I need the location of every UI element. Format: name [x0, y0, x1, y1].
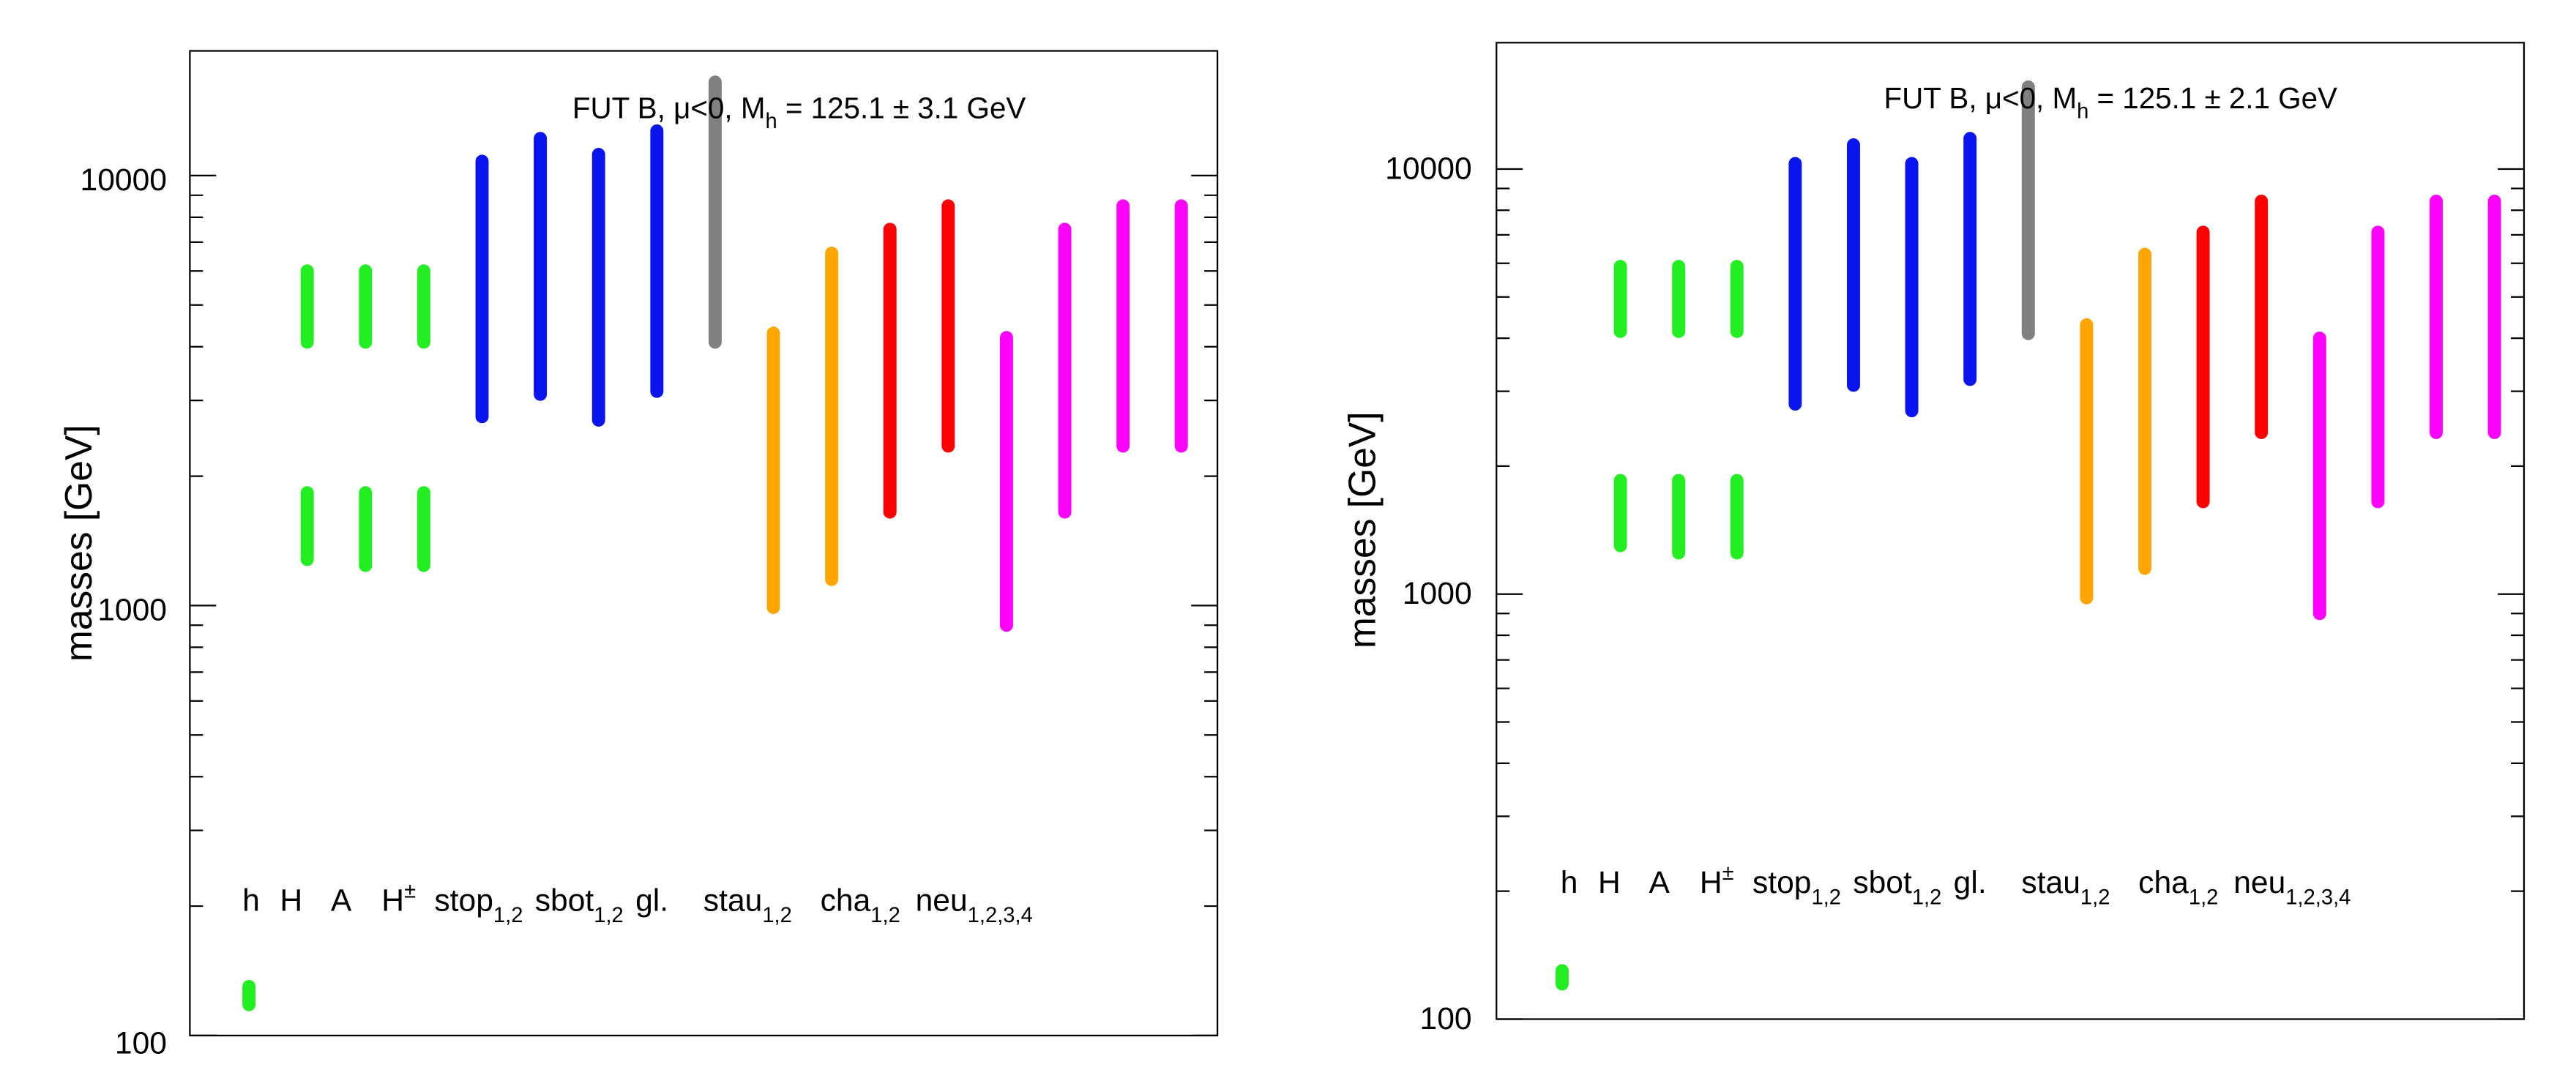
right-label-gl: gl.	[1954, 865, 1987, 900]
left-chart-title: FUT B, μ<0, Mh = 125.1 ± 3.1 GeV	[572, 91, 1026, 132]
left-label-Hpm-sup: ±	[404, 880, 416, 903]
right-label-Hpm: H	[1700, 865, 1722, 900]
left-label-h: h	[242, 883, 260, 918]
left-label-cha-sub: 1,2	[870, 904, 900, 927]
right-label-Hpm-sup: ±	[1722, 861, 1734, 885]
right-label-stop: stop	[1752, 865, 1812, 900]
left-label-stau: stau	[703, 883, 763, 918]
right-label-A: A	[1649, 865, 1670, 900]
left-label-sbot: sbot	[535, 883, 594, 918]
left-label-sbot-sub: 1,2	[594, 904, 624, 927]
right-chart-panel: 100 1000 10000 masses [GeV] FUT B, μ<0, …	[1340, 42, 2525, 1036]
left-title-main: FUT B, μ<0, M	[572, 91, 766, 124]
right-label-sbot-sub: 1,2	[1912, 886, 1942, 910]
right-title-sub: h	[2077, 100, 2088, 123]
left-chart-panel: 100 1000 10000 masses [GeV] FUT B, μ<0, …	[57, 50, 1219, 1061]
right-ytick-label-100: 100	[1420, 1001, 1472, 1036]
left-label-stau-sub: 1,2	[762, 904, 792, 927]
left-label-gl: gl.	[635, 883, 668, 918]
right-label-cha-sub: 1,2	[2189, 886, 2219, 910]
right-ytick-label-1000: 1000	[1403, 576, 1472, 611]
right-label-stau-sub: 1,2	[2080, 886, 2110, 910]
right-title-main: FUT B, μ<0, M	[1884, 81, 2077, 115]
right-category-labels: h H A H± stop1,2 sbot1,2 gl. stau1,2 cha…	[1561, 852, 2351, 912]
left-axis-ticks	[190, 174, 1218, 1037]
left-label-stop-sub: 1,2	[493, 904, 523, 927]
right-ytick-label-10000: 10000	[1385, 151, 1471, 186]
left-category-labels: h H A H± stop1,2 sbot1,2 gl. stau1,2 cha…	[242, 870, 1033, 930]
right-label-H: H	[1598, 865, 1621, 900]
right-label-cha: cha	[2138, 865, 2189, 900]
left-y-axis-title: masses [GeV]	[57, 424, 100, 662]
left-label-Hpm: H	[381, 883, 404, 918]
right-chart-title: FUT B, μ<0, Mh = 125.1 ± 2.1 GeV	[1884, 81, 2337, 123]
right-label-sbot: sbot	[1853, 865, 1912, 900]
left-title-suffix: = 125.1 ± 3.1 GeV	[777, 91, 1026, 124]
right-y-axis-title: masses [GeV]	[1340, 411, 1383, 648]
right-label-h: h	[1561, 865, 1578, 900]
left-ytick-label-10000: 10000	[81, 162, 167, 198]
right-data-bands	[1556, 80, 2501, 991]
right-plot-frame	[1496, 42, 2525, 1020]
left-title-sub: h	[765, 110, 777, 133]
left-data-bands	[242, 75, 1188, 1011]
left-label-H: H	[280, 883, 302, 918]
left-label-stop: stop	[434, 883, 493, 918]
left-label-A: A	[331, 883, 352, 918]
left-ytick-label-1000: 1000	[97, 593, 167, 628]
right-label-stop-sub: 1,2	[1811, 886, 1841, 910]
left-ytick-label-100: 100	[115, 1026, 167, 1061]
right-label-neu: neu	[2233, 865, 2285, 900]
right-axis-ticks	[1496, 168, 2524, 1020]
left-label-neu-sub: 1,2,3,4	[968, 904, 1033, 927]
right-title-suffix: = 125.1 ± 2.1 GeV	[2088, 81, 2337, 115]
right-label-neu-sub: 1,2,3,4	[2285, 886, 2351, 910]
right-label-stau: stau	[2021, 865, 2080, 900]
left-label-neu: neu	[916, 883, 968, 918]
left-label-cha: cha	[821, 883, 871, 918]
